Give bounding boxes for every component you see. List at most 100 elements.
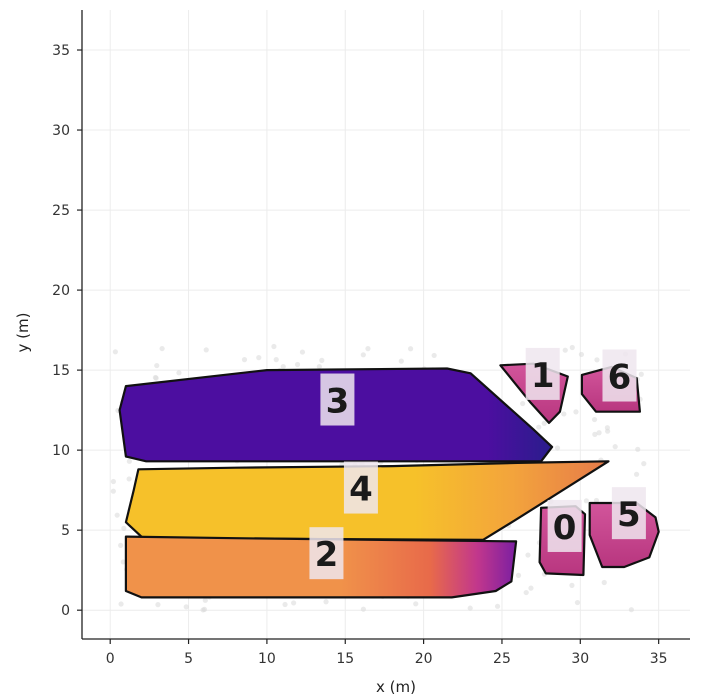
y-tick-label: 10 — [52, 443, 70, 459]
background-point — [562, 347, 568, 353]
background-point — [273, 357, 279, 363]
background-point — [628, 607, 634, 613]
background-point — [112, 349, 118, 355]
background-point — [541, 420, 547, 426]
background-point — [159, 345, 165, 352]
background-point — [256, 355, 262, 361]
region-label-box — [309, 527, 344, 580]
region-label: 0 — [553, 508, 577, 548]
background-point — [118, 542, 124, 549]
x-tick-label: 15 — [336, 651, 354, 667]
background-point — [114, 512, 120, 518]
background-point — [594, 357, 600, 363]
background-point — [126, 458, 132, 464]
background-point — [323, 599, 329, 605]
background-point — [596, 430, 602, 436]
background-point — [118, 601, 124, 607]
background-point — [280, 363, 286, 370]
x-tick-label: 5 — [184, 651, 193, 667]
background-point — [523, 589, 529, 596]
background-point — [201, 606, 208, 613]
x-axis-label: x (m) — [376, 678, 416, 696]
region-label-box — [547, 499, 582, 552]
background-point — [202, 597, 208, 603]
region-label-box — [602, 349, 637, 402]
background-point — [176, 370, 182, 376]
background-point — [299, 349, 306, 355]
background-point — [494, 603, 501, 609]
regions-group: 3 42 1 6 0 5 — [118, 347, 660, 599]
background-point — [583, 498, 589, 504]
region-label: 2 — [315, 535, 339, 575]
background-point — [126, 476, 132, 482]
background-point — [316, 363, 322, 370]
y-tick-label: 25 — [52, 203, 70, 219]
x-tick-label: 35 — [650, 651, 668, 667]
background-point — [573, 409, 579, 415]
region-label-box — [525, 347, 560, 400]
region-label-box — [343, 461, 378, 514]
background-point — [155, 602, 161, 608]
background-point — [525, 552, 531, 558]
region-label: 4 — [349, 470, 373, 510]
background-point — [612, 444, 618, 450]
y-tick-label: 30 — [52, 123, 70, 139]
background-point — [520, 400, 526, 407]
background-point — [365, 346, 371, 352]
background-point — [120, 559, 126, 565]
background-point — [413, 601, 419, 607]
background-point — [635, 446, 641, 452]
background-point — [561, 411, 567, 417]
background-point — [241, 357, 248, 363]
background-point — [604, 425, 610, 431]
background-point — [528, 585, 534, 591]
background-point — [110, 478, 117, 485]
x-tick-label: 20 — [415, 651, 433, 667]
background-point — [554, 445, 561, 451]
background-point — [407, 346, 414, 352]
y-tick-label: 0 — [61, 603, 70, 619]
background-point — [569, 582, 575, 588]
background-point — [319, 357, 325, 363]
background-point — [536, 424, 542, 430]
background-point — [641, 461, 647, 467]
region-label: 3 — [326, 382, 350, 422]
background-point — [574, 599, 581, 606]
x-tick-label: 0 — [106, 651, 115, 667]
y-tick-label: 20 — [52, 283, 70, 299]
background-point — [282, 601, 288, 608]
region-label: 6 — [608, 358, 632, 398]
background-point — [569, 344, 575, 351]
region-label-box — [611, 487, 646, 540]
background-point — [515, 572, 522, 578]
background-point — [360, 352, 366, 358]
background-point — [152, 374, 159, 381]
background-point — [294, 361, 301, 368]
background-point — [638, 371, 644, 377]
y-tick-label: 15 — [52, 363, 70, 379]
y-axis-label: y (m) — [14, 313, 32, 353]
background-point — [121, 525, 127, 531]
background-point — [154, 362, 160, 369]
background-point — [291, 600, 297, 606]
background-point — [593, 497, 600, 504]
background-point — [271, 343, 277, 350]
background-point — [360, 606, 366, 612]
background-point — [203, 347, 209, 353]
background-point — [398, 358, 404, 364]
background-point — [467, 605, 473, 611]
background-point — [183, 604, 189, 610]
background-point — [110, 488, 116, 494]
x-tick-label: 10 — [258, 651, 276, 667]
region-label-box — [320, 373, 355, 426]
axes-group — [81, 10, 690, 640]
background-point — [592, 431, 598, 437]
y-tick-label: 35 — [52, 43, 70, 59]
x-tick-label: 30 — [571, 651, 589, 667]
region-label: 1 — [531, 356, 555, 396]
background-point — [601, 579, 607, 586]
background-point — [591, 416, 598, 423]
x-tick-label: 25 — [493, 651, 511, 667]
